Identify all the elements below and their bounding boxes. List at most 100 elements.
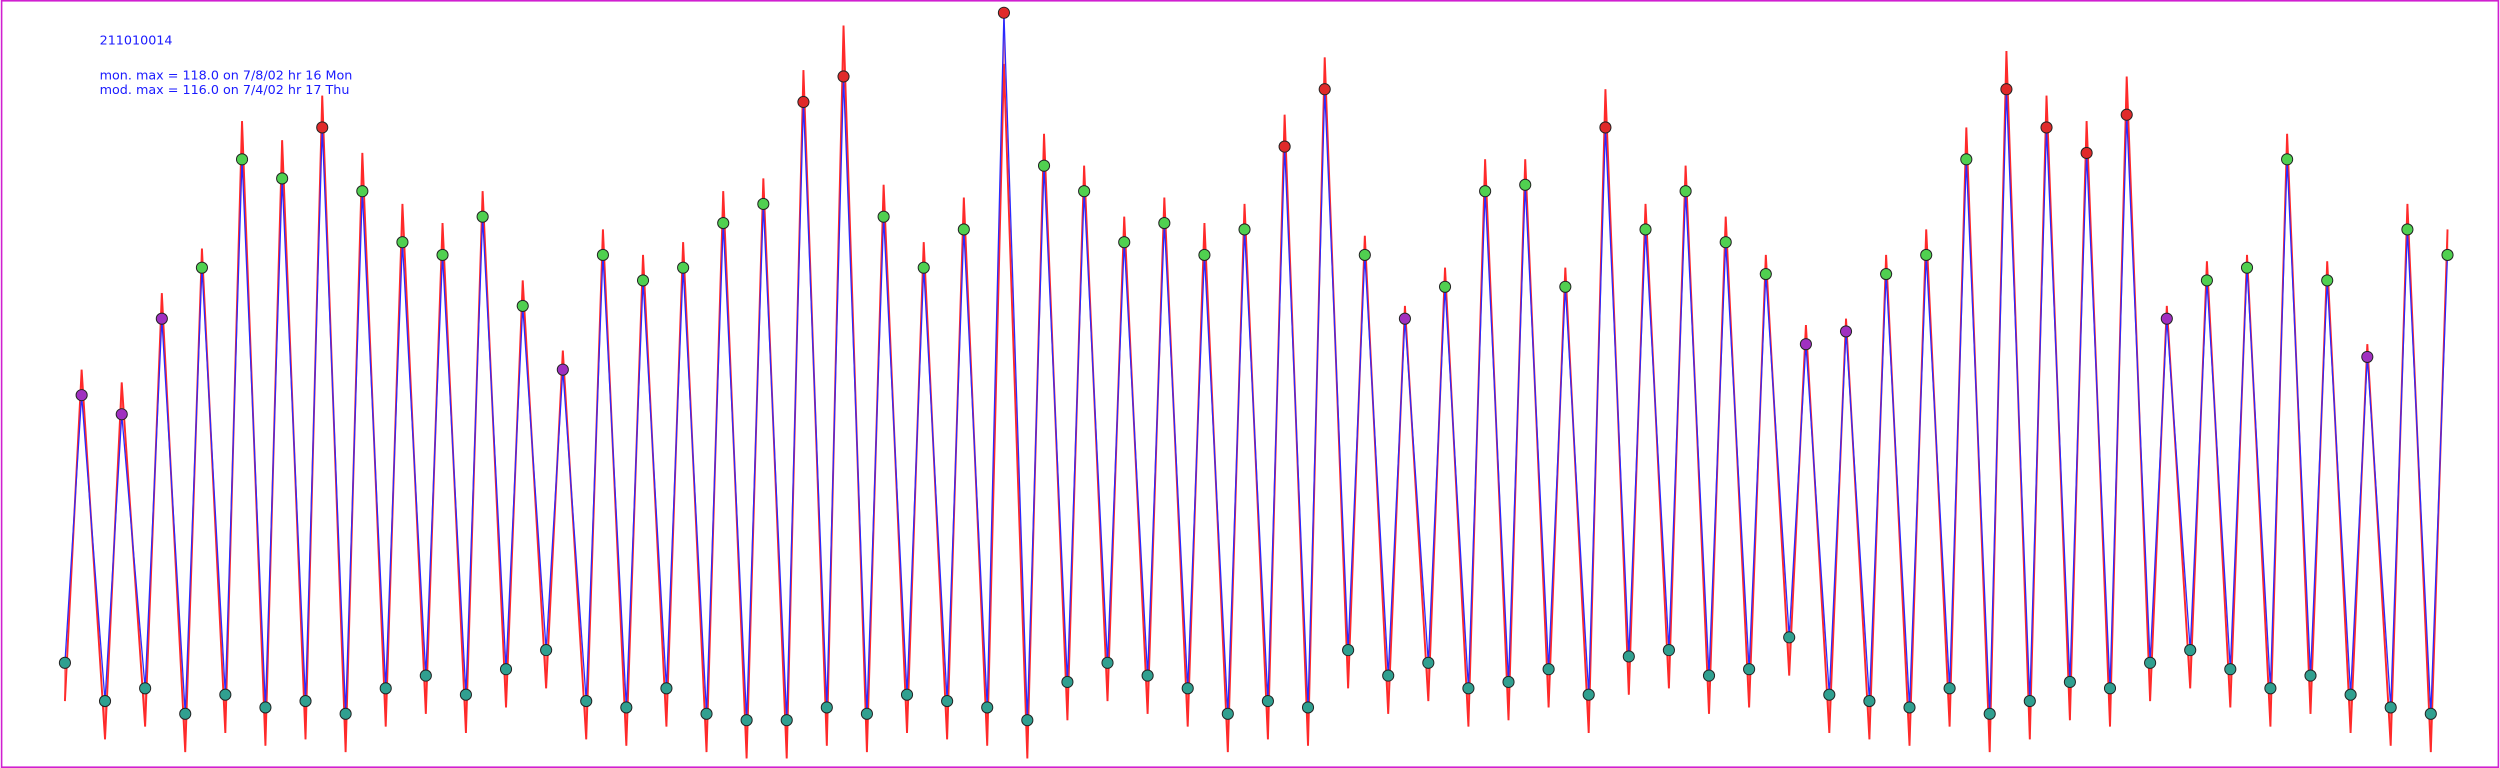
- monitor-point: [1382, 669, 1395, 682]
- annotation: mon. max = 118.0 on 7/8/02 hr 16 Mon: [100, 69, 353, 84]
- monitor-point: [299, 695, 312, 708]
- monitor-point: [2344, 688, 2357, 701]
- monitor-point: [636, 274, 650, 287]
- monitor-point: [2063, 675, 2076, 689]
- monitor-point: [1903, 701, 1916, 714]
- monitor-point: [677, 261, 690, 274]
- monitor-point: [941, 695, 954, 708]
- monitor-point: [2120, 108, 2133, 121]
- monitor-point: [1622, 650, 1635, 663]
- monitor-point: [1358, 248, 1371, 261]
- monitor-point: [1702, 669, 1716, 682]
- monitor-point: [1301, 701, 1315, 714]
- monitor-point: [660, 682, 673, 695]
- monitor-point: [2281, 153, 2294, 166]
- monitor-point: [1679, 185, 1692, 198]
- monitor-point: [419, 669, 432, 682]
- monitor-point: [860, 707, 873, 720]
- monitor-point: [2361, 350, 2374, 363]
- monitor-point: [1141, 669, 1154, 682]
- monitor-point: [276, 172, 289, 185]
- monitor-point: [1880, 268, 1893, 281]
- monitor-point: [1221, 707, 1234, 720]
- monitor-point: [2144, 656, 2157, 669]
- monitor-point: [339, 707, 352, 720]
- monitor-point: [620, 701, 633, 714]
- monitor-point: [1118, 236, 1131, 249]
- monitor-point: [877, 210, 890, 223]
- monitor-point: [58, 656, 71, 669]
- monitor-point: [1238, 223, 1251, 236]
- monitor-point: [1037, 159, 1051, 172]
- monitor-point: [179, 707, 192, 720]
- monitor-point: [596, 248, 609, 261]
- monitor-point: [1662, 644, 1675, 657]
- monitor-point: [98, 695, 112, 708]
- monitor-point: [1261, 695, 1274, 708]
- monitor-point: [1943, 682, 1956, 695]
- monitor-point: [1983, 707, 1996, 720]
- monitor-point: [1639, 223, 1652, 236]
- monitor-point: [259, 701, 272, 714]
- monitor-point: [1542, 663, 1555, 676]
- monitor-point: [1559, 280, 1572, 293]
- monitor-point: [1342, 644, 1355, 657]
- monitor-point: [1599, 121, 1612, 134]
- monitor-point: [1398, 312, 1411, 325]
- monitor-point: [516, 299, 529, 312]
- monitor-point: [1960, 153, 1973, 166]
- monitor-point: [700, 707, 713, 720]
- monitor-point: [1078, 185, 1091, 198]
- monitor-point: [1318, 83, 1331, 96]
- monitor-point: [1438, 280, 1452, 293]
- monitor-point: [2304, 669, 2317, 682]
- monitor-point: [780, 714, 793, 727]
- monitor-point: [2240, 261, 2254, 274]
- monitor-point: [2264, 682, 2277, 695]
- monitor-point: [2080, 146, 2093, 160]
- monitor-point: [1462, 682, 1475, 695]
- monitor-point: [1799, 338, 1812, 351]
- monitor-point: [1198, 248, 1211, 261]
- monitor-point: [757, 197, 770, 211]
- monitor-point: [797, 95, 810, 109]
- monitor-point: [219, 688, 232, 701]
- monitor-point: [115, 408, 128, 421]
- monitor-point: [1158, 217, 1171, 230]
- monitor-point: [997, 6, 1010, 19]
- monitor-point: [379, 682, 392, 695]
- monitor-point: [436, 248, 449, 261]
- monitor-point: [1759, 268, 1772, 281]
- monitor-point: [1278, 140, 1291, 153]
- monitor-point: [2401, 223, 2414, 236]
- monitor-line: [64, 12, 2449, 721]
- monitor-point: [1061, 675, 1074, 689]
- monitor-point: [717, 217, 730, 230]
- monitor-point: [2424, 707, 2437, 720]
- monitor-point: [957, 223, 970, 236]
- monitor-point: [1519, 178, 1532, 191]
- monitor-point: [820, 701, 833, 714]
- monitor-point: [396, 236, 409, 249]
- monitor-point: [1582, 688, 1595, 701]
- monitor-point: [2023, 695, 2036, 708]
- monitor-point: [316, 121, 329, 134]
- monitor-point: [2184, 644, 2197, 657]
- monitor-point: [1839, 325, 1853, 338]
- monitor-point: [155, 312, 168, 325]
- monitor-point: [195, 261, 208, 274]
- monitor-point: [1783, 631, 1796, 644]
- monitor-point: [1422, 656, 1435, 669]
- model-line: [63, 25, 2449, 759]
- monitor-point: [2103, 682, 2117, 695]
- monitor-point: [900, 688, 914, 701]
- monitor-point: [1719, 236, 1732, 249]
- monitor-point: [75, 389, 88, 402]
- monitor-point: [1479, 185, 1492, 198]
- monitor-point: [139, 682, 152, 695]
- monitor-point: [476, 210, 489, 223]
- monitor-point: [1863, 695, 1876, 708]
- monitor-point: [2200, 274, 2213, 287]
